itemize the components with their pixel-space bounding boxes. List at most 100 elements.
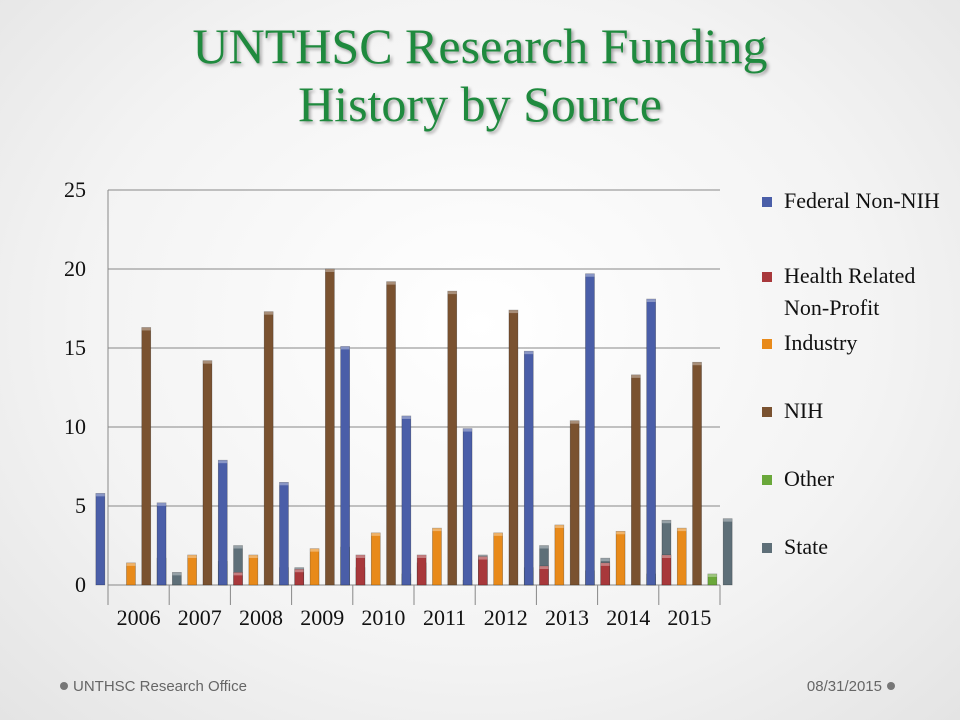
legend-swatch bbox=[762, 339, 772, 349]
bar bbox=[539, 565, 549, 586]
bar-top-highlight bbox=[325, 269, 335, 272]
title-line-1: UNTHSC Research Funding bbox=[192, 18, 768, 74]
bar-top-highlight bbox=[218, 460, 228, 464]
bar bbox=[294, 568, 305, 586]
y-tick-label: 5 bbox=[75, 493, 86, 518]
bar-top-highlight bbox=[616, 531, 626, 535]
legend-swatch bbox=[762, 407, 772, 417]
footer-org: UNTHSC Research Office bbox=[73, 678, 247, 695]
bar-top-highlight bbox=[661, 554, 671, 558]
bar-top-highlight bbox=[600, 558, 610, 562]
bar bbox=[248, 554, 259, 586]
bar-top-highlight bbox=[248, 554, 258, 558]
bar-top-highlight bbox=[493, 532, 503, 536]
bar-top-highlight bbox=[432, 528, 442, 532]
bar bbox=[447, 290, 458, 586]
bar bbox=[202, 360, 213, 586]
bar bbox=[233, 572, 243, 586]
bar-top-highlight bbox=[661, 520, 671, 524]
bar bbox=[600, 562, 611, 586]
bar-top-highlight bbox=[417, 554, 427, 558]
bar bbox=[692, 361, 702, 586]
bar-top-highlight bbox=[646, 299, 656, 303]
x-tick-label: 2014 bbox=[606, 605, 650, 630]
bar bbox=[478, 556, 488, 586]
legend-swatch bbox=[762, 272, 772, 282]
bar bbox=[615, 530, 626, 586]
bar-top-highlight bbox=[570, 420, 580, 424]
bar bbox=[263, 311, 274, 586]
bar bbox=[631, 374, 641, 586]
x-tick-label: 2009 bbox=[300, 605, 344, 630]
y-tick-label: 15 bbox=[64, 335, 86, 360]
x-tick-label: 2010 bbox=[361, 605, 405, 630]
bar-top-highlight bbox=[478, 554, 488, 558]
bar bbox=[217, 459, 228, 586]
bar bbox=[722, 518, 733, 586]
footer-right: 08/31/2015 bbox=[807, 678, 900, 695]
legend-swatch bbox=[762, 543, 772, 553]
bar bbox=[325, 268, 335, 586]
bar-top-highlight bbox=[294, 567, 304, 571]
bar bbox=[279, 481, 289, 586]
bar-top-highlight bbox=[447, 291, 457, 295]
footer-date: 08/31/2015 bbox=[806, 678, 882, 695]
x-tick-label: 2013 bbox=[545, 605, 589, 630]
bar-top-highlight bbox=[95, 493, 105, 497]
bar bbox=[432, 527, 442, 586]
slide-title: UNTHSC Research Funding History by Sourc… bbox=[0, 18, 960, 134]
bar bbox=[707, 573, 718, 586]
bar-top-highlight bbox=[386, 281, 396, 285]
bar-top-highlight bbox=[401, 415, 411, 419]
bar-top-highlight bbox=[554, 524, 564, 528]
bar-top-highlight bbox=[202, 360, 212, 364]
bar bbox=[126, 562, 136, 586]
y-tick-label: 0 bbox=[75, 572, 86, 597]
bar-top-highlight bbox=[677, 528, 687, 532]
legend-label: NIH bbox=[784, 398, 824, 423]
bullet-icon bbox=[887, 682, 895, 691]
bar-top-highlight bbox=[355, 554, 365, 558]
legend-label: Other bbox=[784, 466, 835, 491]
x-tick-label: 2015 bbox=[667, 605, 711, 630]
bar bbox=[355, 554, 366, 586]
x-tick-label: 2008 bbox=[239, 605, 283, 630]
legend-swatch bbox=[762, 475, 772, 485]
bar-top-highlight bbox=[126, 562, 136, 566]
bar bbox=[340, 346, 350, 586]
y-tick-label: 20 bbox=[64, 256, 86, 281]
bar bbox=[493, 532, 503, 586]
bar-top-highlight bbox=[478, 556, 488, 560]
x-tick-label: 2012 bbox=[484, 605, 528, 630]
bullet-icon bbox=[60, 682, 68, 691]
bar bbox=[172, 572, 182, 586]
bar bbox=[309, 548, 320, 586]
bar bbox=[508, 309, 519, 586]
bar-top-highlight bbox=[539, 566, 549, 570]
bar-top-highlight bbox=[524, 351, 534, 355]
bar bbox=[386, 281, 396, 586]
bar-top-highlight bbox=[723, 518, 733, 522]
legend-swatch bbox=[762, 197, 772, 207]
bar-top-highlight bbox=[233, 572, 243, 576]
bar-top-highlight bbox=[707, 573, 717, 577]
bar-top-highlight bbox=[172, 572, 182, 576]
bar bbox=[661, 554, 672, 586]
bar-top-highlight bbox=[233, 545, 243, 549]
bar-top-highlight bbox=[264, 311, 274, 315]
legend-label: State bbox=[784, 534, 828, 559]
bar bbox=[156, 502, 167, 586]
x-tick-label: 2007 bbox=[178, 605, 222, 630]
bar bbox=[416, 554, 427, 586]
bar bbox=[585, 273, 595, 586]
bar bbox=[462, 428, 473, 586]
bar-top-highlight bbox=[585, 273, 595, 277]
bar-top-highlight bbox=[692, 362, 702, 366]
bar-top-highlight bbox=[539, 545, 549, 549]
bar bbox=[569, 420, 580, 586]
bar-top-highlight bbox=[279, 482, 289, 486]
bar-top-highlight bbox=[340, 346, 350, 350]
bar-top-highlight bbox=[187, 554, 197, 558]
y-tick-label: 10 bbox=[64, 414, 86, 439]
